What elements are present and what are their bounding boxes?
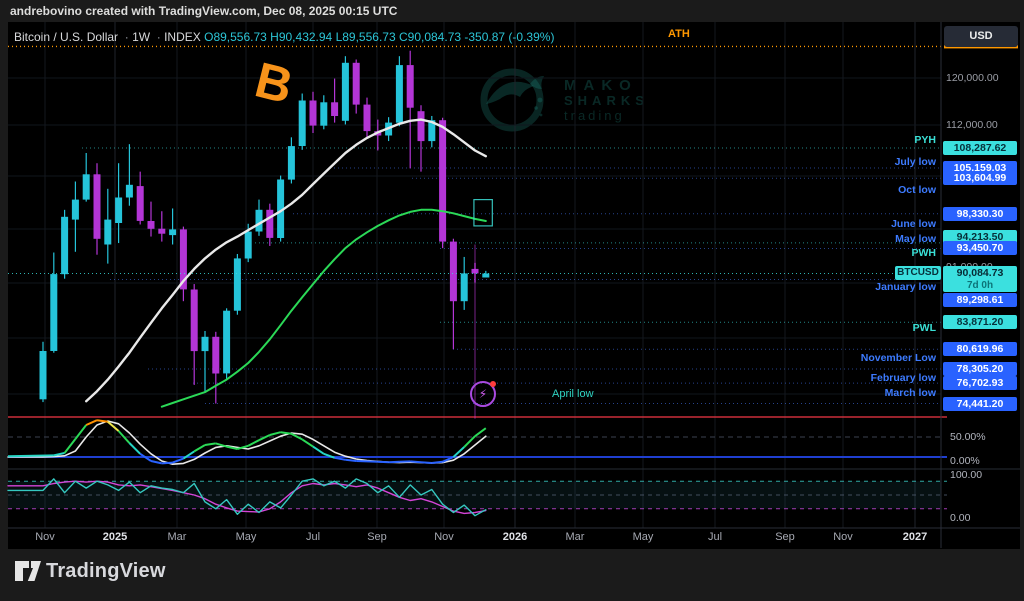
level-label-february-low: February low [870,372,936,385]
bar-countdown: 7d 0h [966,280,994,292]
symbol-title: Bitcoin / U.S. Dollar [14,30,119,44]
watermark-line1: MAKO [564,76,638,94]
ohlc-open: O89,556.73 [204,30,267,44]
level-badge-june-low: 98,330.30 [943,206,1017,221]
price-scale-label: 120,000.00 [946,72,999,84]
watermark-line2: SHARKS [564,92,649,108]
currency-button[interactable]: USD [944,26,1018,47]
time-axis-tick: Nov [434,531,454,543]
timeframe-label: 1W [132,30,151,44]
level-badge-march-low: 76,702.93 [943,376,1017,391]
time-axis-tick: 2026 [502,531,528,543]
level-label-june-low: June low [891,217,936,230]
time-axis-tick: 2027 [902,531,928,543]
time-axis-tick: Nov [833,531,853,543]
ath-label: ATH [668,28,690,40]
indicator1-scale-label: 0.00% [950,455,980,467]
level-badge-may-low: 94,213.50 [943,229,1017,244]
level-badge-pwh: 93,450.70 [943,241,1017,256]
series-type-label: INDEX [164,30,201,44]
time-axis-tick: Jul [707,531,723,543]
level-label-july-low: July low [894,156,936,168]
level-label-november-low: November Low [860,352,936,365]
level-label-oct-low: Oct low [898,184,936,197]
flash-icon[interactable]: ⚡ [470,381,496,407]
time-axis-tick: May [632,531,654,543]
time-axis-tick: Mar [167,531,187,543]
symbol-tag: BTCUSD [895,266,941,281]
indicator2-scale-label: 0.00 [950,512,971,524]
level-label-january-low: January low [875,281,936,294]
watermark-line3: trading [564,107,625,123]
level-badge-november-low: 80,619.96 [943,342,1017,357]
watermark: MAKO SHARKS trading [470,55,700,145]
time-axis-tick: May [235,531,257,543]
current-price-value: 90,084.73 [956,267,1004,280]
ohlc-high: H90,432.94 [270,30,333,44]
time-axis-tick: Sep [775,531,795,543]
shark-logo-icon [470,56,554,145]
time-axis-tick: Sep [367,531,387,543]
level-label-pyh: PYH [914,134,936,147]
notification-dot [490,381,496,387]
ohlc-close: C90,084.73 [398,30,462,44]
level-badge-pwl: 83,871.20 [943,315,1017,330]
price-scale-label: 112,000.00 [946,119,998,132]
level-label-pwh: PWH [911,247,937,260]
indicator2-scale-label: 100.00 [950,469,983,481]
ohlc-low: L89,556.73 [335,30,396,44]
level-badge-pyh: 108,287.62 [943,141,1017,156]
indicator1-scale-label: 50.00% [950,431,986,443]
chart-legend[interactable]: Bitcoin / U.S. Dollar · 1W · INDEX O89,5… [14,30,555,44]
tradingview-brand[interactable]: TradingView [46,560,166,582]
level-label-march-low: March low [884,387,936,400]
level-label-pwl: PWL [912,322,936,335]
time-axis-tick: Nov [35,531,55,543]
time-axis-tick: Jul [305,531,321,543]
attribution-text: andrebovino created with TradingView.com… [10,4,398,18]
current-price-badge: 90,084.73 7d 0h [943,266,1017,293]
level-badge-april-low: 74,441.20 [943,396,1017,411]
tradingview-logo-icon[interactable] [14,560,42,591]
level-label-may-low: May low [895,232,936,245]
level-badge-january-low: 89,298.61 [943,293,1017,308]
level-badge-oct-low: 103,604.99 [943,171,1017,186]
level-badge-february-low: 78,305.20 [943,362,1017,377]
time-axis-tick: Mar [565,531,585,543]
april-low-label: April low [552,388,594,400]
change-label: -350.87 (-0.39%) [464,30,555,44]
time-axis-tick: 2025 [102,531,128,543]
